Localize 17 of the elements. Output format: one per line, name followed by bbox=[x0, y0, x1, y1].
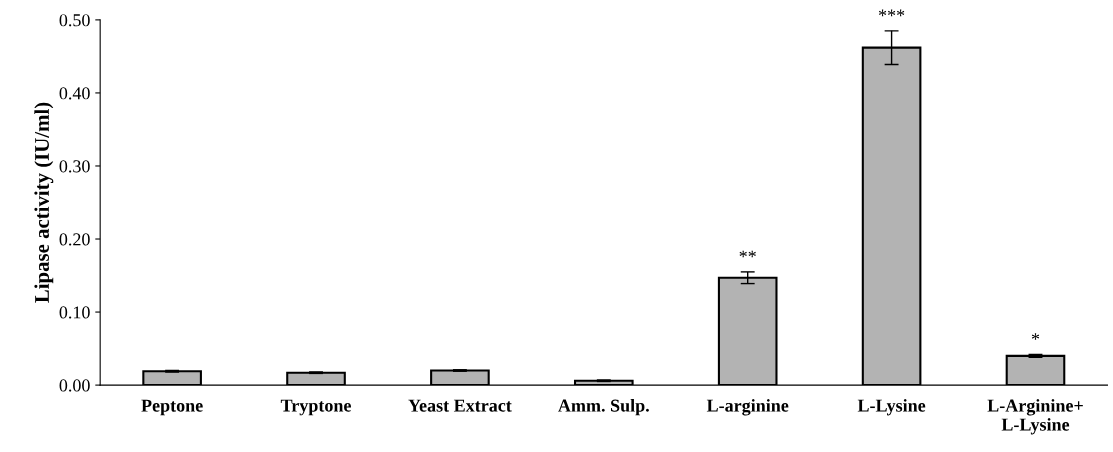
x-tick-label: Peptone bbox=[141, 399, 203, 416]
x-tick-label: Amm. Sulp. bbox=[558, 398, 649, 416]
y-axis-title: Lipase activity (IU/ml) bbox=[34, 102, 54, 303]
y-tick-label: 0.20 bbox=[59, 233, 90, 246]
x-tick-label: Yeast Extract bbox=[408, 399, 512, 412]
x-tick-label: L-Arginine+ L-Lysine bbox=[987, 398, 1083, 435]
y-tick-label: 0.40 bbox=[59, 87, 90, 100]
y-tick-label: 0.00 bbox=[59, 379, 90, 392]
y-tick-label: 0.30 bbox=[59, 160, 90, 173]
annotation: ** bbox=[739, 250, 756, 258]
y-tick-label: 0.10 bbox=[59, 306, 90, 319]
x-tick-label: L-Lysine bbox=[857, 398, 926, 416]
y-tick-label: 0.50 bbox=[59, 14, 90, 27]
annotation: *** bbox=[878, 9, 905, 17]
annotation: * bbox=[1031, 333, 1040, 340]
x-tick-label: L-arginine bbox=[706, 398, 789, 416]
x-tick-label: Tryptone bbox=[280, 399, 351, 416]
